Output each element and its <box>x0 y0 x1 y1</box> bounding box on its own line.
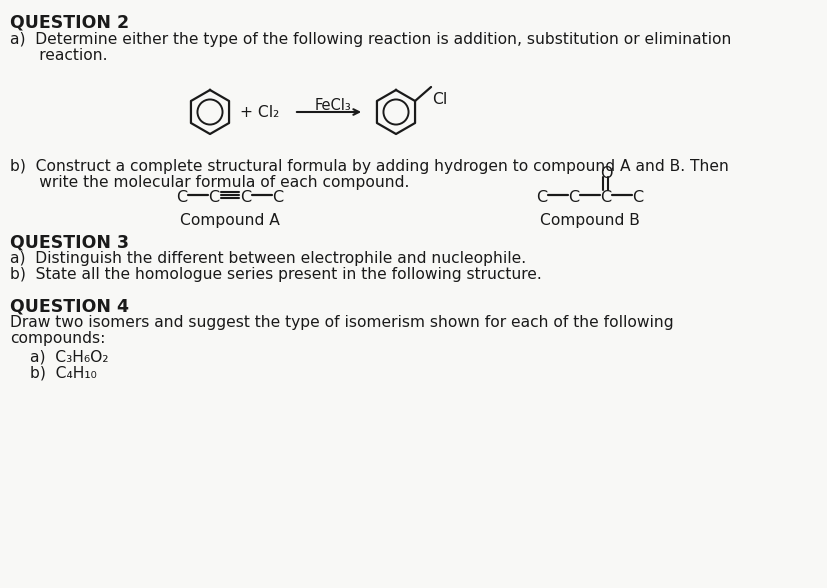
Text: QUESTION 4: QUESTION 4 <box>10 297 129 315</box>
Text: a)  Determine either the type of the following reaction is addition, substitutio: a) Determine either the type of the foll… <box>10 32 730 47</box>
Text: QUESTION 3: QUESTION 3 <box>10 233 129 251</box>
Text: compounds:: compounds: <box>10 331 105 346</box>
Text: b)  State all the homologue series present in the following structure.: b) State all the homologue series presen… <box>10 267 541 282</box>
Text: C: C <box>176 189 188 205</box>
Text: write the molecular formula of each compound.: write the molecular formula of each comp… <box>10 175 409 190</box>
Text: FeCl₃: FeCl₃ <box>314 98 351 113</box>
Text: C: C <box>632 189 643 205</box>
Text: C: C <box>536 189 547 205</box>
Text: b)  Construct a complete structural formula by adding hydrogen to compound A and: b) Construct a complete structural formu… <box>10 159 728 174</box>
Text: C: C <box>208 189 219 205</box>
Text: QUESTION 2: QUESTION 2 <box>10 14 129 32</box>
Text: O: O <box>599 165 611 181</box>
Text: C: C <box>600 189 611 205</box>
Text: Draw two isomers and suggest the type of isomerism shown for each of the followi: Draw two isomers and suggest the type of… <box>10 315 673 330</box>
Text: reaction.: reaction. <box>10 48 108 63</box>
Text: C: C <box>568 189 579 205</box>
Text: C: C <box>272 189 283 205</box>
Text: a)  C₃H₆O₂: a) C₃H₆O₂ <box>30 349 108 364</box>
Text: C: C <box>240 189 251 205</box>
Text: + Cl₂: + Cl₂ <box>240 105 279 120</box>
Text: b)  C₄H₁₀: b) C₄H₁₀ <box>30 365 97 380</box>
Text: Compound B: Compound B <box>539 213 639 228</box>
Text: Cl: Cl <box>432 92 447 107</box>
Text: Compound A: Compound A <box>179 213 280 228</box>
Text: a)  Distinguish the different between electrophile and nucleophile.: a) Distinguish the different between ele… <box>10 251 525 266</box>
